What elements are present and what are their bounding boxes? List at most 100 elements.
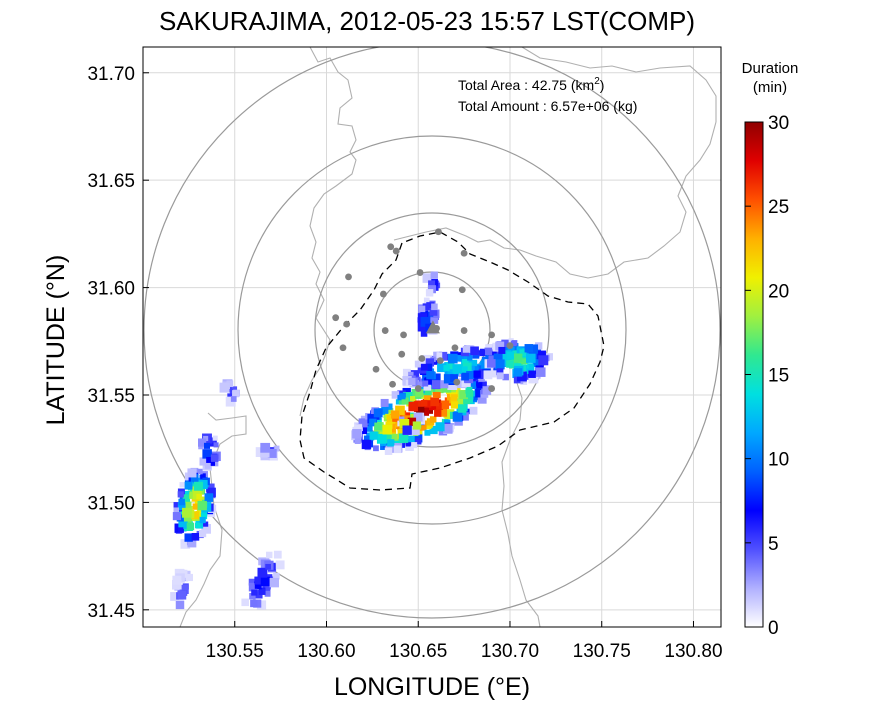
ash-cell xyxy=(382,425,393,435)
ash-cell xyxy=(386,403,393,410)
ash-cell xyxy=(387,439,395,447)
y-tick-label: 31.65 xyxy=(87,171,135,192)
total-area-superscript: 2 xyxy=(594,76,600,87)
ash-cell xyxy=(506,351,515,360)
ash-cell xyxy=(380,398,389,407)
ash-cell xyxy=(273,550,282,559)
ash-cell xyxy=(434,409,442,417)
ash-cell xyxy=(429,307,438,316)
ash-cell xyxy=(443,364,450,372)
ash-cell xyxy=(373,445,379,452)
ash-cell xyxy=(506,360,514,368)
ash-cell xyxy=(383,434,392,444)
ash-cell xyxy=(456,352,462,358)
ash-cell xyxy=(441,401,449,410)
total-amount-annotation: Total Amount : 6.57e+06 (kg) xyxy=(458,98,637,114)
ash-cell xyxy=(498,346,506,354)
ash-cell xyxy=(518,354,529,365)
y-tick-label: 31.55 xyxy=(87,386,135,407)
station-marker xyxy=(453,378,461,386)
ash-cell xyxy=(528,344,538,354)
ash-cell xyxy=(193,481,203,491)
station-marker xyxy=(381,327,389,334)
x-axis-label: LONGITUDE (°E) xyxy=(334,673,530,701)
ash-cell xyxy=(210,454,219,462)
ash-cell xyxy=(452,364,462,374)
ash-cell xyxy=(212,435,218,441)
ash-cell xyxy=(420,316,431,327)
ash-cell xyxy=(429,425,438,435)
ash-cell xyxy=(395,405,405,416)
ash-cell xyxy=(177,491,184,498)
ash-cell xyxy=(358,418,368,428)
total-area-annotation: Total Area : 42.75 (km2) xyxy=(458,76,604,93)
ash-cell xyxy=(466,371,475,379)
range-ring-6km xyxy=(314,212,550,448)
ash-cell xyxy=(183,517,192,526)
ash-cell xyxy=(436,402,444,410)
observation-area-boundary xyxy=(299,231,605,491)
ash-cell xyxy=(479,349,485,355)
colorbar-tick-label: 15 xyxy=(768,366,789,387)
ash-cell xyxy=(466,390,473,397)
ash-cell xyxy=(468,359,478,369)
ash-cell xyxy=(199,529,207,538)
ash-cell xyxy=(203,521,209,527)
ash-cell xyxy=(386,414,396,424)
x-tick-label: 130.60 xyxy=(297,641,355,662)
ash-cell xyxy=(440,380,449,389)
grid xyxy=(143,47,721,627)
ash-cell xyxy=(179,482,185,488)
ash-cell xyxy=(429,416,437,423)
ash-cell xyxy=(352,429,362,439)
ash-cell xyxy=(536,367,546,377)
ash-cell xyxy=(408,371,414,378)
ash-cell xyxy=(525,364,535,374)
ash-cell xyxy=(172,575,182,585)
ash-cell xyxy=(177,502,186,510)
ash-cell xyxy=(478,376,485,383)
ash-cell xyxy=(528,363,534,369)
ash-cell xyxy=(230,396,237,402)
ash-cell xyxy=(183,514,192,522)
ash-cell xyxy=(182,507,192,518)
ash-cell xyxy=(422,380,429,387)
ash-cell xyxy=(410,425,420,436)
ash-cell xyxy=(257,567,268,578)
ash-cell xyxy=(420,330,428,337)
ash-cell xyxy=(432,391,439,399)
ash-cell xyxy=(170,592,180,601)
ash-cell xyxy=(194,522,201,529)
colorbar-tick-label: 25 xyxy=(768,197,789,218)
ash-cell xyxy=(476,382,483,389)
ash-cell xyxy=(275,560,285,570)
ash-cell xyxy=(411,442,418,449)
ash-cell xyxy=(448,363,455,370)
ash-cell xyxy=(402,368,411,377)
vent-marker xyxy=(425,320,440,334)
ash-cell xyxy=(178,519,188,529)
ash-cell xyxy=(415,438,422,445)
ash-cell xyxy=(374,422,382,431)
ash-cell xyxy=(423,392,432,401)
ash-cell xyxy=(408,377,416,386)
ash-cell xyxy=(408,435,415,443)
ash-cell xyxy=(187,538,197,548)
station-marker xyxy=(400,331,407,339)
ash-cell xyxy=(265,586,271,592)
station-marker xyxy=(460,249,468,257)
ash-cell xyxy=(405,442,414,452)
ash-cell xyxy=(391,433,399,441)
ash-cell xyxy=(254,583,261,589)
ash-cell xyxy=(241,598,249,607)
station-marker xyxy=(339,344,347,352)
station-marker xyxy=(451,344,459,352)
ash-cell xyxy=(198,479,208,490)
ash-cell xyxy=(390,410,400,419)
ash-cell xyxy=(437,363,446,373)
ash-cell xyxy=(524,344,533,353)
ash-cell xyxy=(524,373,532,380)
ash-cell xyxy=(416,406,425,416)
chart-title: SAKURAJIMA, 2012-05-23 15:57 LST(COMP) xyxy=(159,6,695,36)
ash-cell xyxy=(204,493,214,502)
